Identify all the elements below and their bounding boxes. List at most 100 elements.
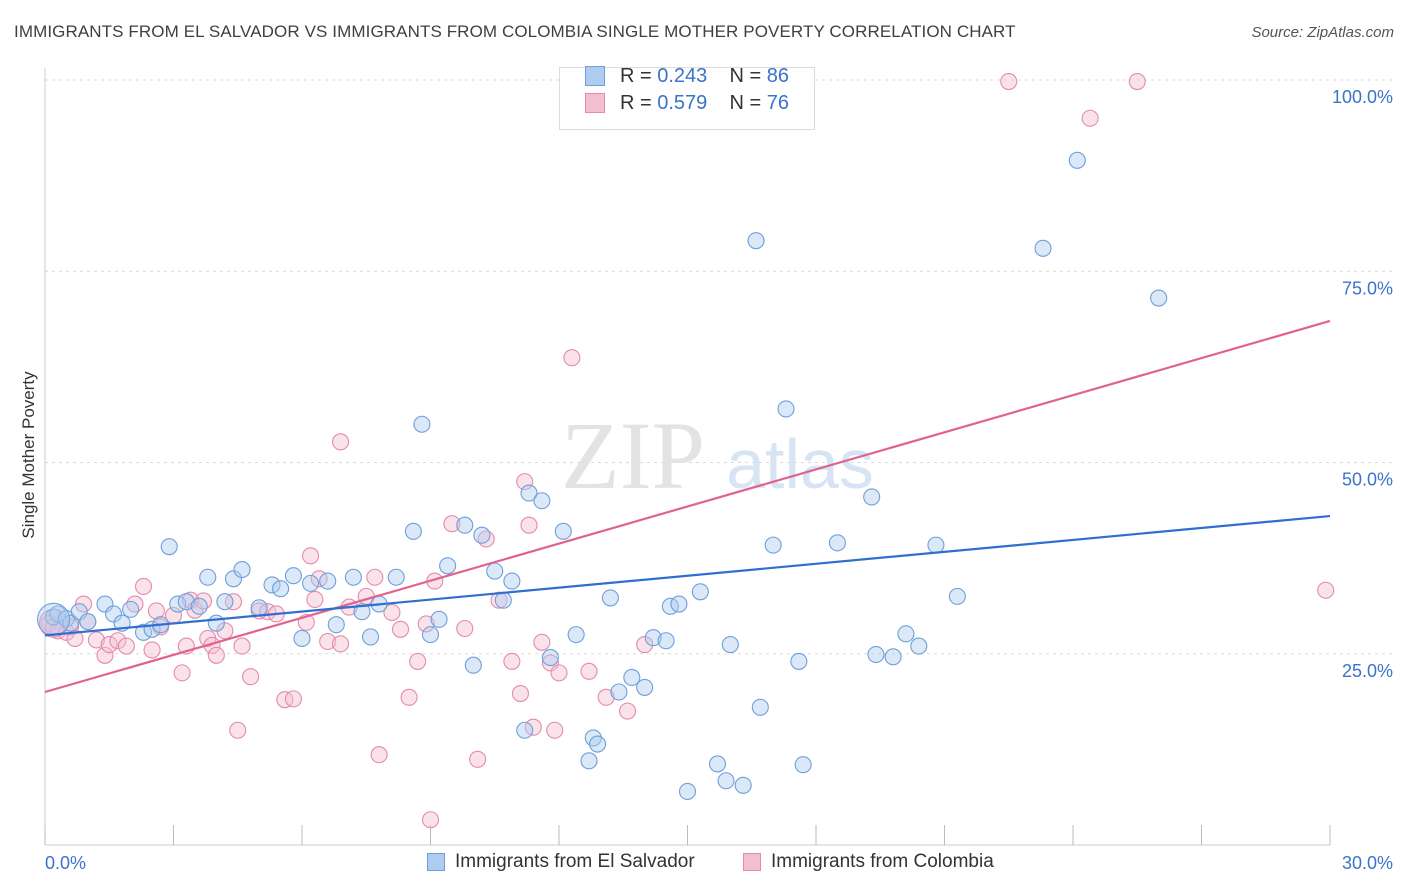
data-point-colombia xyxy=(409,652,427,670)
x-tick-label: 0.0% xyxy=(45,853,86,873)
pink-swatch xyxy=(585,93,605,113)
x-tick-label: 30.0% xyxy=(1342,853,1393,873)
data-point-el-salvador xyxy=(751,698,769,716)
data-point-el-salvador xyxy=(177,593,195,611)
data-point-el-salvador xyxy=(867,645,885,664)
trend-line-colombia xyxy=(44,319,1331,694)
legend-label: Immigrants from El Salvador xyxy=(455,851,695,872)
data-point-colombia xyxy=(100,636,118,654)
legend-item-el-salvador[interactable]: Immigrants from El Salvador xyxy=(427,851,695,873)
data-point-colombia xyxy=(109,632,127,650)
data-point-el-salvador xyxy=(636,678,654,696)
data-point-el-salvador xyxy=(250,599,268,617)
data-point-el-salvador xyxy=(439,557,457,575)
data-point-colombia xyxy=(331,635,350,653)
data-point-colombia xyxy=(456,619,474,638)
correlation-legend: R = 0.243 N = 86 R = 0.579 N = 76 xyxy=(559,64,815,130)
data-point-el-salvador xyxy=(554,522,572,540)
chart-source: Source: ZipAtlas.com xyxy=(1251,24,1394,41)
r-label: R = xyxy=(620,91,652,114)
y-tick-label: 50.0% xyxy=(1342,470,1393,490)
series-el-salvador-points xyxy=(37,151,1168,801)
pink-swatch xyxy=(743,853,761,871)
data-point-colombia xyxy=(276,691,294,709)
axes xyxy=(44,68,1331,846)
data-point-el-salvador xyxy=(160,538,178,556)
data-point-colombia xyxy=(233,637,251,655)
data-point-el-salvador xyxy=(1034,239,1052,257)
data-point-el-salvador xyxy=(516,721,534,739)
data-point-el-salvador xyxy=(948,587,966,605)
data-point-el-salvador xyxy=(1150,289,1168,307)
data-point-colombia xyxy=(391,620,410,638)
data-point-colombia xyxy=(87,631,105,649)
data-point-el-salvador xyxy=(520,484,538,502)
data-point-el-salvador xyxy=(293,629,311,648)
data-point-el-salvador-cluster xyxy=(37,602,71,636)
data-point-colombia xyxy=(117,637,135,655)
data-point-colombia xyxy=(207,646,225,664)
data-point-el-salvador xyxy=(104,605,123,623)
data-point-el-salvador xyxy=(927,536,945,554)
data-point-colombia xyxy=(1081,109,1099,127)
data-point-el-salvador xyxy=(464,656,482,674)
n-label: N = xyxy=(729,91,762,114)
data-point-colombia xyxy=(134,577,153,595)
data-point-colombia xyxy=(503,652,521,670)
data-point-colombia xyxy=(284,690,302,708)
data-point-el-salvador xyxy=(541,649,559,667)
data-point-colombia xyxy=(1128,72,1146,91)
data-point-el-salvador xyxy=(580,752,598,770)
data-point-el-salvador xyxy=(486,562,504,580)
data-point-el-salvador xyxy=(708,755,727,773)
data-point-el-salvador xyxy=(272,580,290,598)
series-colombia-points xyxy=(39,72,1335,829)
data-point-el-salvador xyxy=(503,572,521,590)
data-point-colombia xyxy=(302,547,320,565)
data-point-el-salvador xyxy=(430,610,448,628)
data-point-colombia xyxy=(400,688,418,706)
data-point-el-salvador xyxy=(473,526,491,544)
data-point-el-salvador xyxy=(361,628,380,646)
data-point-el-salvador xyxy=(777,400,795,418)
data-point-el-salvador xyxy=(319,572,337,590)
data-point-colombia xyxy=(370,746,388,764)
data-point-el-salvador xyxy=(199,568,217,586)
data-point-el-salvador xyxy=(79,613,97,631)
data-point-colombia xyxy=(520,516,538,534)
data-point-el-salvador xyxy=(413,415,431,433)
data-point-el-salvador xyxy=(897,625,915,643)
data-point-colombia xyxy=(173,664,191,682)
data-point-el-salvador xyxy=(588,735,607,753)
data-point-colombia xyxy=(96,646,114,664)
data-point-el-salvador xyxy=(224,570,243,588)
blue-swatch xyxy=(427,853,445,871)
data-point-el-salvador xyxy=(567,626,585,644)
r-value: 0.243 xyxy=(657,64,708,87)
data-point-colombia xyxy=(421,811,440,829)
y-tick-label: 100.0% xyxy=(1332,87,1393,107)
legend-item-colombia[interactable]: Immigrants from Colombia xyxy=(743,851,994,873)
data-point-el-salvador xyxy=(884,648,902,666)
data-point-colombia xyxy=(229,721,247,739)
data-point-el-salvador xyxy=(216,593,234,611)
data-point-el-salvador xyxy=(327,616,345,634)
data-point-el-salvador xyxy=(678,782,697,801)
n-label: N = xyxy=(729,64,762,87)
data-point-el-salvador xyxy=(863,488,881,506)
watermark: ZIP atlas xyxy=(561,402,874,509)
watermark-atlas: atlas xyxy=(726,425,874,503)
gridlines xyxy=(45,79,1392,655)
data-point-colombia xyxy=(511,684,530,703)
data-point-el-salvador xyxy=(421,626,440,644)
data-point-colombia xyxy=(618,702,637,720)
data-point-colombia xyxy=(417,615,435,633)
data-point-el-salvador xyxy=(233,561,251,579)
y-axis-label: Single Mother Poverty xyxy=(19,371,38,539)
data-point-el-salvador xyxy=(1068,151,1086,169)
data-point-el-salvador xyxy=(456,516,474,534)
data-point-colombia xyxy=(224,593,243,611)
tick-labels: 25.0% 50.0% 75.0% 100.0% 0.0% 30.0% xyxy=(45,87,1393,873)
data-point-colombia xyxy=(533,633,551,651)
